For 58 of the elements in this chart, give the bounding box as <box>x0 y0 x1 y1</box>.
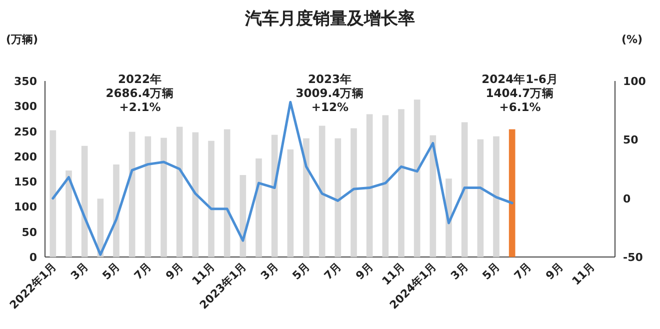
bar <box>350 128 357 257</box>
x-tick-label: 11月 <box>380 260 408 288</box>
y2-tick-label: 0 <box>623 192 631 206</box>
y2-tick-label: 50 <box>623 134 639 147</box>
x-tick-label: 3月 <box>258 260 281 282</box>
y-tick-label: 200 <box>14 150 38 164</box>
bar <box>493 136 500 257</box>
bar <box>382 115 389 257</box>
bar <box>192 132 199 257</box>
x-tick-label: 3月 <box>448 260 471 282</box>
bar <box>303 138 310 257</box>
y2-tick-label: 100 <box>623 75 646 88</box>
y-tick-label: 250 <box>14 125 38 138</box>
annotation: 2024年1-6月 1404.7万辆 +6.1% <box>482 72 558 114</box>
bar <box>176 126 183 257</box>
x-tick-label: 7月 <box>132 260 154 282</box>
x-tick-label: 9月 <box>163 260 186 282</box>
annotation: 2023年 3009.4万辆 +12% <box>296 72 364 114</box>
x-tick-label: 7月 <box>322 260 344 282</box>
x-tick-label: 9月 <box>353 260 376 282</box>
bar <box>256 158 262 257</box>
y-tick-label: 150 <box>14 176 38 189</box>
bar <box>477 139 484 257</box>
y-axis-title: (万辆) <box>6 33 38 46</box>
bar <box>208 140 214 257</box>
bar <box>81 146 88 257</box>
x-tick-label: 3月 <box>68 260 91 282</box>
x-tick-label: 5月 <box>100 260 122 282</box>
y-tick-label: 300 <box>14 100 38 114</box>
bar <box>414 100 420 257</box>
y2-tick-label: -50 <box>623 251 644 264</box>
bar <box>144 136 152 257</box>
x-tick-label: 9月 <box>543 260 566 282</box>
bar <box>224 129 230 257</box>
y-tick-label: 50 <box>22 226 38 239</box>
x-tick-label: 5月 <box>480 260 502 282</box>
bar <box>66 170 72 257</box>
y-tick-label: 100 <box>14 200 38 214</box>
y-tick-label: 350 <box>14 75 38 88</box>
bar <box>160 138 167 257</box>
bar <box>287 149 294 257</box>
bar <box>128 132 136 257</box>
bar <box>334 138 342 257</box>
annotation: 2022年 2686.4万辆 +2.1% <box>106 72 174 114</box>
x-tick-label: 7月 <box>512 260 534 282</box>
bar <box>50 130 56 257</box>
bar <box>398 109 404 257</box>
bar <box>366 114 373 257</box>
bar <box>508 129 516 257</box>
chart-title: 汽车月度销量及增长率 <box>244 9 415 29</box>
y2-axis-title: (%) <box>621 33 643 46</box>
x-tick-label: 11月 <box>570 260 598 288</box>
bar <box>113 164 120 257</box>
x-tick-label: 5月 <box>290 260 312 282</box>
y-tick-label: 0 <box>29 251 38 264</box>
bar <box>271 134 278 257</box>
bar <box>318 126 326 257</box>
bar <box>461 122 468 257</box>
